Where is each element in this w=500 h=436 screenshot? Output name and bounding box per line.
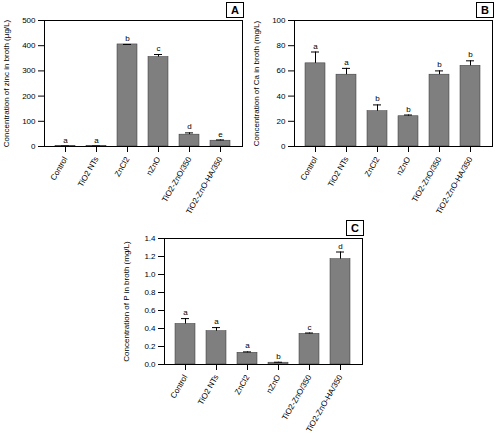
svg-text:100: 100 xyxy=(272,16,286,25)
svg-text:1.0: 1.0 xyxy=(144,270,156,279)
svg-text:TiO2-ZnO-HA/350: TiO2-ZnO-HA/350 xyxy=(304,373,344,434)
svg-text:400: 400 xyxy=(22,41,36,50)
svg-text:Concentration of P in broth (m: Concentration of P in broth (mg/L) xyxy=(122,241,131,362)
html-text:A: A xyxy=(231,4,239,16)
svg-text:a: a xyxy=(63,136,68,145)
svg-text:TiO2 NTs: TiO2 NTs xyxy=(76,155,100,188)
svg-text:a: a xyxy=(183,308,188,317)
svg-text:300: 300 xyxy=(22,66,36,75)
svg-text:TiO2 NTs: TiO2 NTs xyxy=(326,155,350,188)
svg-text:60: 60 xyxy=(277,66,286,75)
svg-text:b: b xyxy=(468,50,473,59)
svg-text:Control: Control xyxy=(299,155,320,182)
svg-text:TiO2-ZnO/350: TiO2-ZnO/350 xyxy=(280,373,313,422)
svg-text:Concentration of Ca in broth (: Concentration of Ca in broth (mg/L) xyxy=(252,20,261,146)
svg-text:Concentration of zinc in broth: Concentration of zinc in broth (µg/L) xyxy=(2,19,11,147)
svg-text:1.4: 1.4 xyxy=(144,234,156,243)
svg-text:ZnCl2: ZnCl2 xyxy=(233,373,252,396)
svg-text:100: 100 xyxy=(22,117,36,126)
svg-text:a: a xyxy=(313,42,318,51)
svg-text:TiO2-ZnO/350: TiO2-ZnO/350 xyxy=(410,155,443,204)
svg-text:nZnO: nZnO xyxy=(265,373,283,395)
svg-text:b: b xyxy=(276,352,281,361)
svg-text:TiO2-ZnO-HA/350: TiO2-ZnO-HA/350 xyxy=(434,155,474,216)
svg-text:nZnO: nZnO xyxy=(395,155,413,177)
svg-text:40: 40 xyxy=(277,92,286,101)
svg-text:a: a xyxy=(344,58,349,67)
svg-text:b: b xyxy=(375,94,380,103)
svg-text:0: 0 xyxy=(281,142,286,151)
svg-text:Control: Control xyxy=(169,373,190,400)
svg-text:ZnCl2: ZnCl2 xyxy=(113,155,132,178)
svg-text:0.2: 0.2 xyxy=(144,342,156,351)
svg-text:0.4: 0.4 xyxy=(144,324,156,333)
svg-text:a: a xyxy=(94,136,99,145)
html-text:C: C xyxy=(351,222,359,234)
svg-text:d: d xyxy=(338,242,342,251)
svg-text:80: 80 xyxy=(277,41,286,50)
svg-text:a: a xyxy=(245,341,250,350)
svg-text:0.6: 0.6 xyxy=(144,306,156,315)
svg-text:200: 200 xyxy=(22,92,36,101)
svg-text:b: b xyxy=(406,105,411,114)
svg-text:1.2: 1.2 xyxy=(144,252,156,261)
svg-text:TiO2-ZnO-HA/350: TiO2-ZnO-HA/350 xyxy=(184,155,224,216)
svg-text:TiO2 NTs: TiO2 NTs xyxy=(196,373,220,406)
svg-text:b: b xyxy=(125,34,130,43)
svg-text:0.0: 0.0 xyxy=(144,360,156,369)
svg-text:500: 500 xyxy=(22,16,36,25)
svg-text:0.8: 0.8 xyxy=(144,288,156,297)
svg-text:e: e xyxy=(218,130,223,139)
svg-text:a: a xyxy=(214,317,219,326)
svg-text:Control: Control xyxy=(49,155,70,182)
svg-text:20: 20 xyxy=(277,117,286,126)
svg-text:b: b xyxy=(437,60,442,69)
svg-text:nZnO: nZnO xyxy=(145,155,163,177)
svg-text:c: c xyxy=(157,44,161,53)
svg-text:TiO2-ZnO/350: TiO2-ZnO/350 xyxy=(160,155,193,204)
html-text:B: B xyxy=(481,4,489,16)
svg-text:ZnCl2: ZnCl2 xyxy=(363,155,382,178)
svg-text:d: d xyxy=(187,122,191,131)
svg-text:0: 0 xyxy=(31,142,36,151)
svg-text:c: c xyxy=(308,323,312,332)
